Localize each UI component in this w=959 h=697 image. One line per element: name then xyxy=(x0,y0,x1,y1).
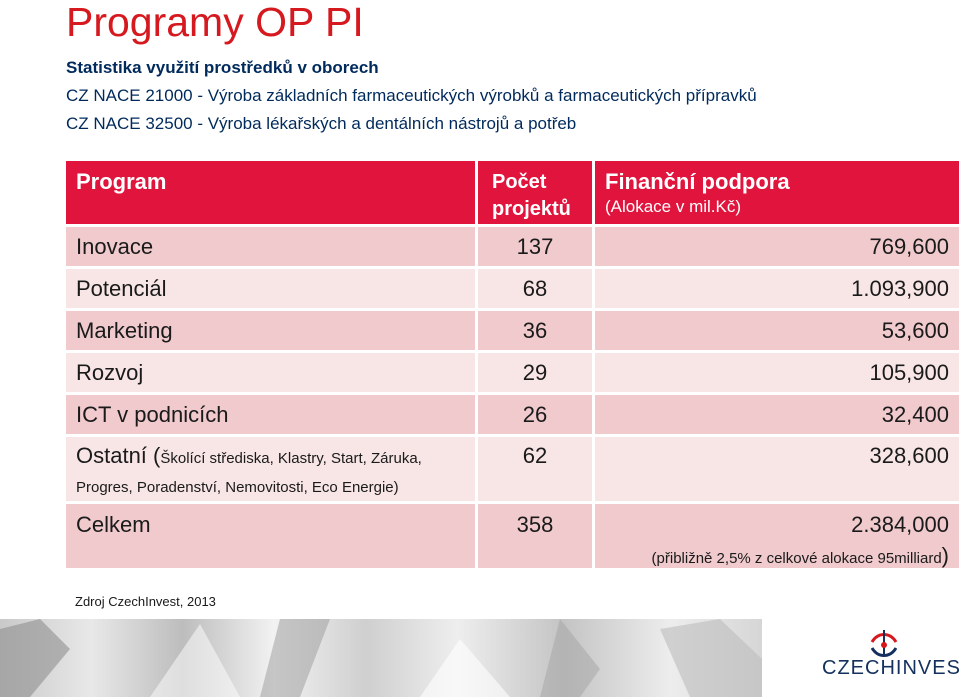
header-program: Program xyxy=(66,161,478,227)
header-funding: Finanční podpora (Alokace v mil.Kč) xyxy=(595,161,959,227)
table-row: Ostatní (Školící střediska, Klastry, Sta… xyxy=(66,437,959,504)
row-program: ICT v podnicích xyxy=(66,395,478,437)
footer-photo-image xyxy=(0,619,762,697)
total-count: 358 xyxy=(478,504,595,571)
row-funding: 1.093,900 xyxy=(595,269,959,311)
source-note: Zdroj CzechInvest, 2013 xyxy=(75,594,216,609)
table-header-row: Program Počet projektů Finanční podpora … xyxy=(66,161,959,227)
row-program-label: Ostatní ( xyxy=(76,443,161,468)
nace-line-1: CZ NACE 21000 - Výroba základních farmac… xyxy=(66,86,757,105)
row-count: 62 xyxy=(478,437,595,504)
table-row: Inovace 137 769,600 xyxy=(66,227,959,269)
table-total-row: Celkem 358 2.384,000 (přibližně 2,5% z c… xyxy=(66,504,959,571)
nace-line-2: CZ NACE 32500 - Výroba lékařských a dent… xyxy=(66,114,577,133)
total-funding: 2.384,000 xyxy=(851,512,949,537)
row-program: Marketing xyxy=(66,311,478,353)
row-program: Rozvoj xyxy=(66,353,478,395)
total-note-close: ) xyxy=(941,543,949,568)
czechinvest-logo-text: CZECHINVEST xyxy=(822,657,959,679)
row-count: 36 xyxy=(478,311,595,353)
header-count-line2: projektů xyxy=(492,198,571,220)
total-note-text: (přibližně 2,5% z celkové alokace 95mill… xyxy=(651,550,942,567)
row-count: 137 xyxy=(478,227,595,269)
page-title: Programy OP PI xyxy=(66,0,364,45)
header-funding-unit: (Alokace v mil.Kč) xyxy=(605,197,742,216)
row-count: 29 xyxy=(478,353,595,395)
row-funding: 105,900 xyxy=(595,353,959,395)
program-table: Program Počet projektů Finanční podpora … xyxy=(66,161,959,571)
header-funding-title: Finanční podpora xyxy=(605,169,790,194)
table-row: Potenciál 68 1.093,900 xyxy=(66,269,959,311)
row-count: 26 xyxy=(478,395,595,437)
row-funding: 32,400 xyxy=(595,395,959,437)
header-count-line1: Počet xyxy=(492,171,547,193)
total-label: Celkem xyxy=(66,504,478,571)
row-program-note: Školící střediska, Klastry, Start, Záruk… xyxy=(76,450,422,496)
row-funding: 769,600 xyxy=(595,227,959,269)
row-program: Ostatní (Školící střediska, Klastry, Sta… xyxy=(66,437,478,504)
total-funding-cell: 2.384,000 (přibližně 2,5% z celkové alok… xyxy=(595,504,959,571)
subheading: Statistika využití prostředků v oborech xyxy=(66,58,379,77)
row-count: 68 xyxy=(478,269,595,311)
row-funding: 328,600 xyxy=(595,437,959,504)
header-count: Počet projektů xyxy=(478,161,595,227)
table-row: ICT v podnicích 26 32,400 xyxy=(66,395,959,437)
row-program: Potenciál xyxy=(66,269,478,311)
footer-photo-strip xyxy=(0,619,762,697)
table-row: Marketing 36 53,600 xyxy=(66,311,959,353)
row-funding: 53,600 xyxy=(595,311,959,353)
total-note: (přibližně 2,5% z celkové alokace 95mill… xyxy=(595,543,949,569)
czechinvest-logo-icon xyxy=(870,630,898,657)
table-row: Rozvoj 29 105,900 xyxy=(66,353,959,395)
row-program: Inovace xyxy=(66,227,478,269)
